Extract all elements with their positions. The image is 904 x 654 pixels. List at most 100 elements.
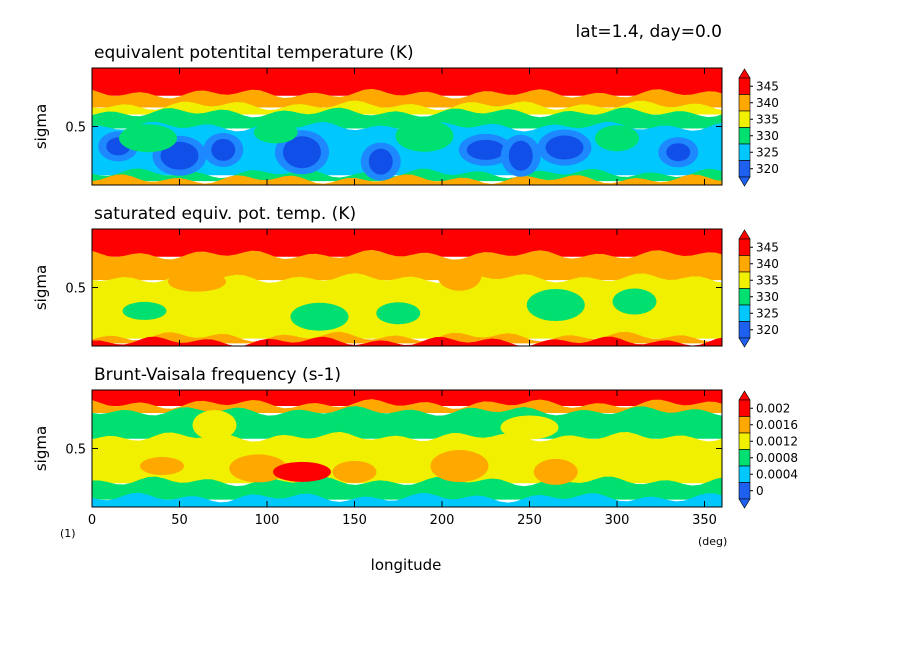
- band: [92, 100, 722, 115]
- colorbar-label: 0: [756, 484, 764, 498]
- colorbar-label: 0.002: [756, 401, 790, 415]
- y-axis-label: sigma: [32, 426, 50, 471]
- cell: [437, 260, 482, 291]
- x-unit-label: (deg): [698, 535, 727, 548]
- cell: [466, 139, 505, 160]
- y-tick-label: 0.5: [65, 282, 86, 297]
- colorbar-swatch: [738, 110, 751, 128]
- cell: [168, 271, 226, 292]
- colorbar-swatch: [738, 160, 751, 178]
- colorbar: 0.002 0.0016 0.0012 0.0008 0.0004 0: [738, 390, 798, 509]
- cell: [430, 450, 489, 483]
- band: [92, 399, 722, 414]
- colorbar-label: 330: [756, 129, 779, 143]
- colorbar-swatch: [738, 94, 751, 112]
- panel-title: Brunt-Vaisala frequency (s-1): [94, 365, 341, 385]
- cell: [376, 302, 421, 325]
- colorbar-swatch: [738, 143, 751, 161]
- cell: [273, 461, 331, 482]
- colorbar-swatch: [738, 77, 751, 95]
- colorbar-label: 325: [756, 145, 779, 159]
- cell: [119, 124, 177, 153]
- cell: [160, 141, 199, 170]
- y-axis-label: sigma: [32, 104, 50, 149]
- cell: [122, 301, 167, 320]
- colorbar-label: 345: [756, 79, 779, 93]
- heatmap-panel-2: saturated equiv. pot. temp. (K) 0.5 sigma 3…: [32, 204, 779, 348]
- y-tick-label: 0.5: [65, 443, 86, 458]
- colorbar-label: 340: [756, 96, 779, 110]
- colorbar-swatch: [738, 416, 751, 434]
- colorbar-swatch: [738, 399, 751, 417]
- field: [92, 229, 722, 346]
- colorbar-swatch: [738, 432, 751, 450]
- colorbar-swatch: [738, 255, 751, 273]
- colorbar-label: 320: [756, 323, 779, 337]
- colorbar-arrow-bottom: [738, 337, 751, 348]
- cell: [290, 302, 349, 331]
- cell: [283, 136, 321, 169]
- band: [92, 331, 722, 344]
- band: [92, 390, 722, 407]
- colorbar-swatch: [738, 127, 751, 145]
- field: [92, 390, 722, 507]
- panel-title: saturated equiv. pot. temp. (K): [94, 204, 356, 224]
- x-tick-label: 0: [88, 513, 96, 528]
- colorbar-label: 320: [756, 162, 779, 176]
- cell: [526, 289, 585, 322]
- cell: [140, 457, 184, 476]
- colorbar-arrow-top: [738, 229, 751, 240]
- cell: [229, 454, 288, 483]
- x-tick-label: 350: [692, 513, 717, 528]
- x-tick-label: 300: [605, 513, 630, 528]
- x-tick-label: 150: [342, 513, 367, 528]
- colorbar: 345 340 335 330 325 320: [738, 68, 779, 187]
- colorbar-label: 345: [756, 240, 779, 254]
- colorbar-label: 0.0008: [756, 451, 798, 465]
- heatmap-panel-3: Brunt-Vaisala frequency (s-1) 0 50 100 150 20…: [32, 365, 798, 528]
- colorbar-swatch: [738, 304, 751, 322]
- colorbar-swatch: [738, 482, 751, 500]
- colorbar-label: 335: [756, 112, 779, 126]
- cell: [595, 125, 639, 152]
- colorbar-arrow-bottom: [738, 176, 751, 187]
- cell: [211, 138, 236, 161]
- band: [92, 68, 722, 96]
- heatmap-panel-1: equivalent potentital temperature (K) 0.5…: [32, 43, 779, 187]
- colorbar-label: 325: [756, 306, 779, 320]
- colorbar-label: 0.0012: [756, 434, 798, 448]
- x-tick-label: 100: [255, 513, 280, 528]
- cell: [500, 415, 559, 440]
- panels: equivalent potentital temperature (K) 0.5…: [32, 43, 798, 528]
- y-axis-label: sigma: [32, 265, 50, 310]
- x-tick-label: 200: [430, 513, 455, 528]
- band: [92, 492, 722, 507]
- cell: [395, 119, 454, 152]
- colorbar-label: 0.0004: [756, 467, 798, 481]
- colorbar: 345 340 335 330 325 320: [738, 229, 779, 348]
- band: [92, 229, 722, 257]
- colorbar-swatch: [738, 271, 751, 289]
- cell: [332, 460, 377, 483]
- cell: [533, 458, 578, 485]
- colorbar-label: 335: [756, 273, 779, 287]
- field: [92, 68, 722, 185]
- x-tick-label: 250: [517, 513, 542, 528]
- panel-title: equivalent potentital temperature (K): [94, 43, 414, 63]
- cell: [612, 288, 657, 315]
- colorbar-swatch: [738, 449, 751, 467]
- cell: [253, 121, 298, 144]
- colorbar-swatch: [738, 238, 751, 256]
- corner-note: (1): [60, 527, 76, 540]
- band: [92, 431, 722, 484]
- band: [92, 174, 722, 185]
- cell: [666, 143, 691, 162]
- x-axis-label: longitude: [371, 556, 442, 574]
- band: [92, 107, 722, 129]
- colorbar-label: 330: [756, 290, 779, 304]
- band: [92, 88, 722, 108]
- colorbar-arrow-top: [738, 390, 751, 401]
- colorbar-arrow-top: [738, 68, 751, 79]
- colorbar-arrow-bottom: [738, 498, 751, 509]
